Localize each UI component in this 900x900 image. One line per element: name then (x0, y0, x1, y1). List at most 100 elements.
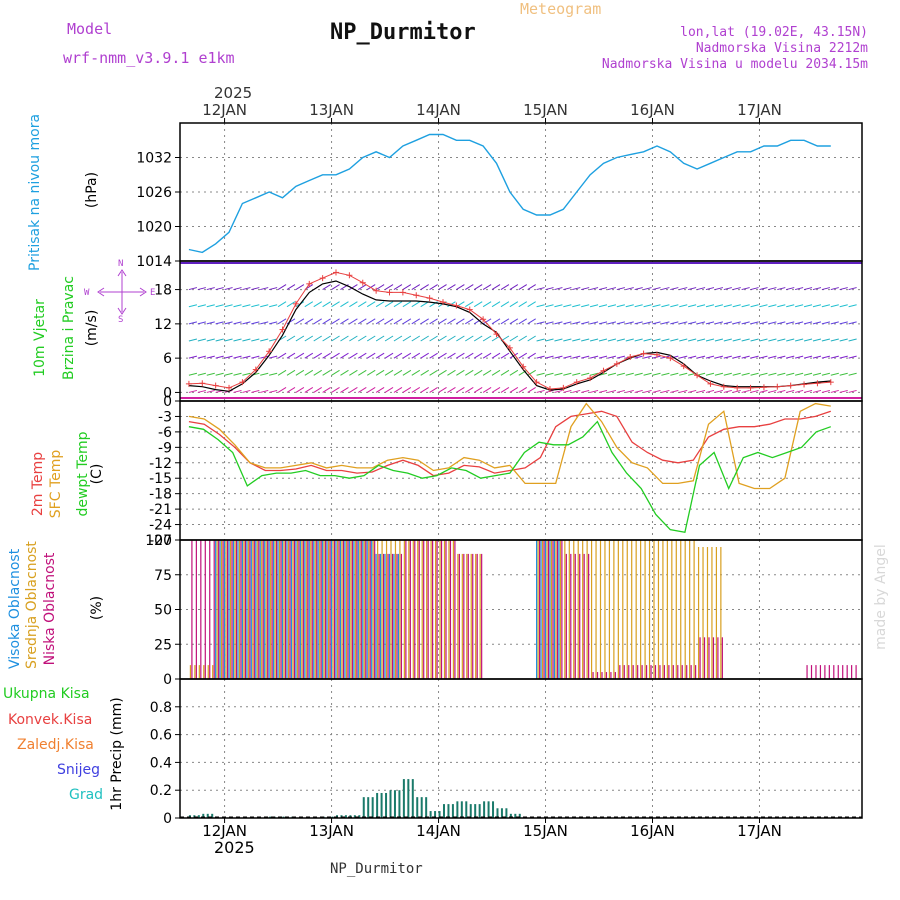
wind-barb (277, 301, 287, 308)
wind-barb (206, 355, 215, 359)
wind-barb (277, 369, 287, 376)
wind-barb (509, 352, 519, 359)
wind-barb (723, 372, 732, 376)
wind-barb (679, 321, 688, 325)
page-title: NP_Durmitor (330, 20, 476, 45)
wind-barb (607, 338, 617, 342)
wind-barb (652, 338, 661, 342)
wind-barb (732, 372, 741, 376)
wind-barb (795, 389, 804, 393)
wind-barb (705, 372, 715, 376)
wind-barb (473, 352, 483, 359)
wind-barb (723, 389, 732, 393)
wind-barb (277, 284, 287, 290)
wind-barb (206, 389, 215, 393)
wind-barb (375, 369, 385, 376)
wind-barb (420, 318, 429, 325)
wind-barb (206, 287, 215, 291)
wind-barb (661, 338, 670, 342)
wind-barb (607, 372, 617, 376)
wind-barb (679, 372, 688, 376)
wind-barb (331, 335, 340, 342)
wind-barb (563, 321, 572, 325)
wind-barb (358, 387, 367, 393)
wind-barb (821, 304, 831, 308)
wind-barb (625, 389, 634, 393)
wind-barb (322, 387, 331, 393)
wind-barb (482, 318, 492, 325)
wind-barb (732, 355, 741, 359)
wind-barb (224, 321, 233, 325)
wind-barb (358, 352, 367, 359)
wind-barb (447, 284, 456, 290)
wind-barb (839, 372, 848, 376)
precip-bar (505, 808, 508, 818)
wind-barb (286, 387, 296, 393)
wind-barb (759, 338, 768, 342)
wind-barb (269, 321, 278, 325)
wind-barb (491, 301, 501, 308)
wind-barb (625, 338, 634, 342)
wind-barb (634, 287, 643, 291)
wind-barb (393, 352, 403, 359)
wind-barb (527, 352, 536, 359)
wind-barb (518, 335, 528, 342)
wind-barb (304, 335, 314, 342)
wind-barb (518, 352, 528, 359)
wind-barb (242, 321, 251, 325)
wind-barb (696, 321, 706, 325)
y-tick-label: 0 (163, 811, 172, 827)
wind-barb (795, 338, 804, 342)
wind-barb (803, 372, 813, 376)
wind-barb (696, 389, 706, 393)
wind-barb (536, 338, 545, 342)
wind-barb (759, 304, 768, 308)
wind-barb (286, 301, 296, 308)
wind-barb (465, 284, 474, 290)
wind-barb (768, 372, 777, 376)
wind-barb (340, 318, 349, 325)
precip-bar (451, 804, 454, 818)
y-tick-label: 75 (154, 568, 172, 584)
x-tick-label-bottom: 12JAN (202, 822, 247, 840)
wind-barb (260, 304, 269, 308)
wind-barb (803, 287, 813, 291)
wind-barb (777, 304, 786, 308)
wind-barb (411, 301, 421, 308)
x-tick-label-top: 12JAN (202, 101, 247, 119)
wind-barb (447, 369, 456, 376)
precip-bar (496, 808, 499, 818)
wind-barb (634, 372, 643, 376)
wind-barb (750, 338, 759, 342)
wind-barb (723, 321, 732, 325)
wind-barb (696, 287, 706, 291)
wind-barb (358, 301, 367, 308)
wind-barb (402, 369, 412, 376)
wind-barb (269, 389, 278, 393)
x-tick-label-bottom: 13JAN (309, 822, 354, 840)
wind-barb (670, 389, 679, 393)
wind-barb (358, 369, 367, 376)
wind-barb (554, 372, 563, 376)
wind-barb (812, 321, 822, 325)
wind-barb (375, 387, 385, 393)
wind-barb (670, 287, 679, 291)
wind-barb (304, 352, 314, 359)
wind-barb (447, 335, 456, 342)
wind-barb (393, 387, 403, 393)
precip-bar (376, 792, 379, 818)
wind-barb (384, 284, 394, 290)
wind-barb (188, 355, 198, 359)
wind-barb (652, 321, 661, 325)
wind-barb (197, 389, 206, 393)
wind-barb (473, 387, 483, 393)
precip-bar (362, 797, 365, 818)
wind-barb (786, 338, 795, 342)
wind-barb (224, 372, 233, 376)
wind-barb (375, 301, 385, 308)
wind-barb (572, 321, 581, 325)
wind-barb (616, 321, 625, 325)
wind-barb (545, 355, 554, 359)
wind-barb (839, 338, 848, 342)
x-tick-label-bottom: 15JAN (523, 822, 568, 840)
